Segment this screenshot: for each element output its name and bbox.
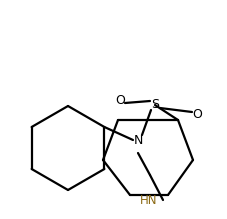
Text: S: S — [151, 99, 159, 111]
Text: O: O — [192, 108, 202, 122]
Text: O: O — [115, 94, 125, 106]
Text: N: N — [133, 134, 143, 147]
Text: HN: HN — [140, 194, 158, 207]
